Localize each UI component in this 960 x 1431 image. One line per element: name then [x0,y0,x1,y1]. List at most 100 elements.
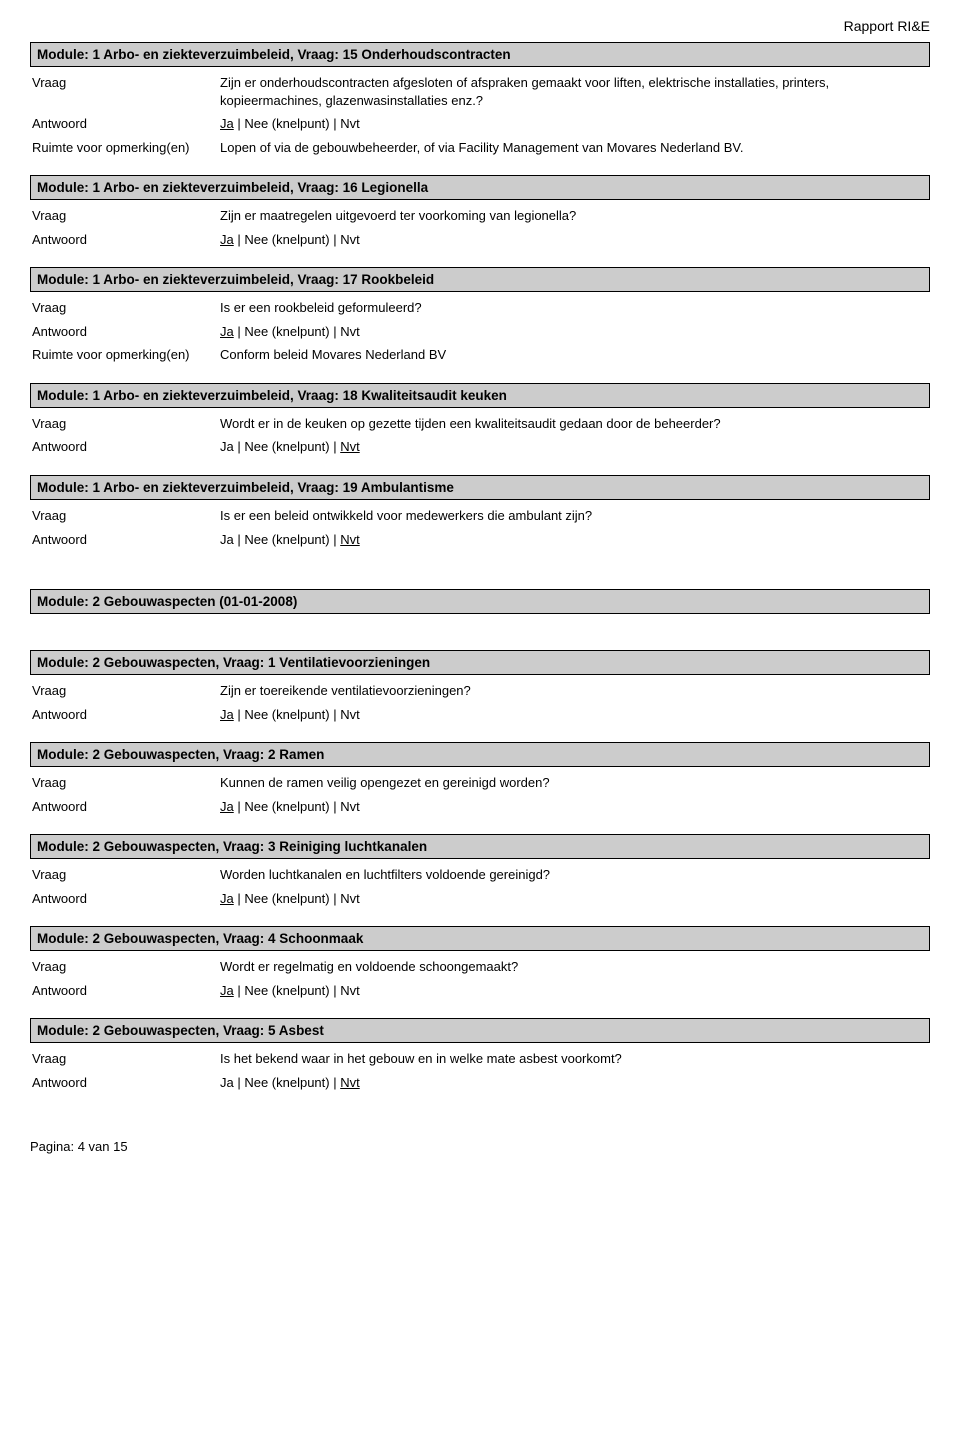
label-antwoord: Antwoord [32,1074,220,1092]
row-vraag: VraagIs er een beleid ontwikkeld voor me… [30,504,930,528]
module-header: Module: 2 Gebouwaspecten, Vraag: 4 Schoo… [30,926,930,951]
label-antwoord: Antwoord [32,438,220,456]
module-body: VraagWordt er regelmatig en voldoende sc… [30,951,930,1004]
label-ruimte: Ruimte voor opmerking(en) [32,139,220,157]
page: Rapport RI&E Module: 1 Arbo- en ziekteve… [0,0,960,1174]
row-antwoord: AntwoordJa | Nee (knelpunt) | Nvt [30,887,930,911]
label-antwoord: Antwoord [32,115,220,133]
module-6: Module: 2 Gebouwaspecten, Vraag: 1 Venti… [30,650,930,728]
value-vraag: Wordt er in de keuken op gezette tijden … [220,415,928,433]
row-vraag: VraagWorden luchtkanalen en luchtfilters… [30,863,930,887]
module-9: Module: 2 Gebouwaspecten, Vraag: 4 Schoo… [30,926,930,1004]
module-body: VraagIs er een rookbeleid geformuleerd?A… [30,292,930,369]
label-antwoord: Antwoord [32,706,220,724]
module-body: VraagIs er een beleid ontwikkeld voor me… [30,500,930,553]
row-antwoord: AntwoordJa | Nee (knelpunt) | Nvt [30,528,930,552]
module-header: Module: 2 Gebouwaspecten, Vraag: 5 Asbes… [30,1018,930,1043]
value-antwoord: Ja | Nee (knelpunt) | Nvt [220,982,928,1000]
label-ruimte: Ruimte voor opmerking(en) [32,346,220,364]
value-antwoord: Ja | Nee (knelpunt) | Nvt [220,438,928,456]
label-antwoord: Antwoord [32,982,220,1000]
module-header: Module: 2 Gebouwaspecten, Vraag: 1 Venti… [30,650,930,675]
module-0: Module: 1 Arbo- en ziekteverzuimbeleid, … [30,42,930,161]
label-antwoord: Antwoord [32,231,220,249]
module-header: Module: 1 Arbo- en ziekteverzuimbeleid, … [30,267,930,292]
module-5: Module: 2 Gebouwaspecten (01-01-2008) [30,589,930,614]
module-4: Module: 1 Arbo- en ziekteverzuimbeleid, … [30,475,930,553]
row-vraag: VraagZijn er maatregelen uitgevoerd ter … [30,204,930,228]
label-antwoord: Antwoord [32,890,220,908]
label-vraag: Vraag [32,74,220,92]
module-body: VraagZijn er maatregelen uitgevoerd ter … [30,200,930,253]
value-vraag: Kunnen de ramen veilig opengezet en gere… [220,774,928,792]
label-antwoord: Antwoord [32,798,220,816]
value-vraag: Wordt er regelmatig en voldoende schoong… [220,958,928,976]
row-vraag: VraagZijn er onderhoudscontracten afgesl… [30,71,930,112]
module-header: Module: 2 Gebouwaspecten, Vraag: 2 Ramen [30,742,930,767]
row-antwoord: AntwoordJa | Nee (knelpunt) | Nvt [30,979,930,1003]
page-footer: Pagina: 4 van 15 [30,1139,930,1154]
module-header: Module: 1 Arbo- en ziekteverzuimbeleid, … [30,383,930,408]
value-antwoord: Ja | Nee (knelpunt) | Nvt [220,798,928,816]
row-ruimte: Ruimte voor opmerking(en)Conform beleid … [30,343,930,367]
module-body: VraagZijn er onderhoudscontracten afgesl… [30,67,930,161]
module-body: VraagZijn er toereikende ventilatievoorz… [30,675,930,728]
value-vraag: Worden luchtkanalen en luchtfilters vold… [220,866,928,884]
module-7: Module: 2 Gebouwaspecten, Vraag: 2 Ramen… [30,742,930,820]
module-body: VraagWordt er in de keuken op gezette ti… [30,408,930,461]
module-8: Module: 2 Gebouwaspecten, Vraag: 3 Reini… [30,834,930,912]
module-header: Module: 2 Gebouwaspecten (01-01-2008) [30,589,930,614]
row-antwoord: AntwoordJa | Nee (knelpunt) | Nvt [30,228,930,252]
row-vraag: VraagIs het bekend waar in het gebouw en… [30,1047,930,1071]
report-title: Rapport RI&E [30,18,930,34]
row-vraag: VraagKunnen de ramen veilig opengezet en… [30,771,930,795]
label-antwoord: Antwoord [32,531,220,549]
value-antwoord: Ja | Nee (knelpunt) | Nvt [220,706,928,724]
module-header: Module: 2 Gebouwaspecten, Vraag: 3 Reini… [30,834,930,859]
modules-container: Module: 1 Arbo- en ziekteverzuimbeleid, … [30,42,930,1097]
value-ruimte: Conform beleid Movares Nederland BV [220,346,928,364]
module-header: Module: 1 Arbo- en ziekteverzuimbeleid, … [30,475,930,500]
module-2: Module: 1 Arbo- en ziekteverzuimbeleid, … [30,267,930,369]
value-antwoord: Ja | Nee (knelpunt) | Nvt [220,231,928,249]
row-antwoord: AntwoordJa | Nee (knelpunt) | Nvt [30,112,930,136]
module-body: VraagWorden luchtkanalen en luchtfilters… [30,859,930,912]
row-antwoord: AntwoordJa | Nee (knelpunt) | Nvt [30,320,930,344]
value-antwoord: Ja | Nee (knelpunt) | Nvt [220,1074,928,1092]
label-antwoord: Antwoord [32,323,220,341]
value-antwoord: Ja | Nee (knelpunt) | Nvt [220,890,928,908]
row-antwoord: AntwoordJa | Nee (knelpunt) | Nvt [30,435,930,459]
row-vraag: VraagWordt er regelmatig en voldoende sc… [30,955,930,979]
value-vraag: Is er een beleid ontwikkeld voor medewer… [220,507,928,525]
row-vraag: VraagIs er een rookbeleid geformuleerd? [30,296,930,320]
label-vraag: Vraag [32,866,220,884]
value-antwoord: Ja | Nee (knelpunt) | Nvt [220,531,928,549]
module-1: Module: 1 Arbo- en ziekteverzuimbeleid, … [30,175,930,253]
label-vraag: Vraag [32,299,220,317]
label-vraag: Vraag [32,682,220,700]
module-header: Module: 1 Arbo- en ziekteverzuimbeleid, … [30,42,930,67]
label-vraag: Vraag [32,958,220,976]
value-antwoord: Ja | Nee (knelpunt) | Nvt [220,323,928,341]
label-vraag: Vraag [32,415,220,433]
module-3: Module: 1 Arbo- en ziekteverzuimbeleid, … [30,383,930,461]
label-vraag: Vraag [32,1050,220,1068]
label-vraag: Vraag [32,507,220,525]
value-vraag: Zijn er onderhoudscontracten afgesloten … [220,74,928,109]
module-body: VraagKunnen de ramen veilig opengezet en… [30,767,930,820]
module-header: Module: 1 Arbo- en ziekteverzuimbeleid, … [30,175,930,200]
label-vraag: Vraag [32,774,220,792]
row-vraag: VraagWordt er in de keuken op gezette ti… [30,412,930,436]
label-vraag: Vraag [32,207,220,225]
value-antwoord: Ja | Nee (knelpunt) | Nvt [220,115,928,133]
row-vraag: VraagZijn er toereikende ventilatievoorz… [30,679,930,703]
row-antwoord: AntwoordJa | Nee (knelpunt) | Nvt [30,795,930,819]
value-vraag: Is het bekend waar in het gebouw en in w… [220,1050,928,1068]
value-vraag: Zijn er toereikende ventilatievoorzienin… [220,682,928,700]
row-antwoord: AntwoordJa | Nee (knelpunt) | Nvt [30,1071,930,1095]
value-vraag: Zijn er maatregelen uitgevoerd ter voork… [220,207,928,225]
row-ruimte: Ruimte voor opmerking(en)Lopen of via de… [30,136,930,160]
value-ruimte: Lopen of via de gebouwbeheerder, of via … [220,139,928,157]
module-10: Module: 2 Gebouwaspecten, Vraag: 5 Asbes… [30,1018,930,1096]
value-vraag: Is er een rookbeleid geformuleerd? [220,299,928,317]
